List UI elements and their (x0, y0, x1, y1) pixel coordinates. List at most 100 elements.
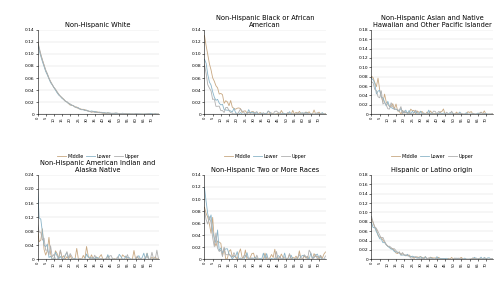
Upper (470, 256, 476, 260)
Upper (202, 63, 207, 67)
Lower (156, 257, 162, 261)
Middle (303, 110, 309, 114)
Middle (311, 252, 317, 255)
Middle (300, 257, 306, 261)
Lower (478, 112, 484, 116)
Lower (303, 111, 309, 114)
Upper (124, 112, 130, 116)
Upper (136, 257, 142, 261)
Upper (303, 255, 309, 258)
Upper (465, 257, 471, 261)
Upper (34, 39, 40, 42)
Lower (130, 112, 136, 116)
Upper (156, 257, 162, 261)
Legend: Middle, Lower, Upper: Middle, Lower, Upper (389, 152, 475, 161)
Upper (44, 248, 51, 252)
Line: Lower: Lower (204, 188, 326, 259)
Lower (156, 112, 162, 116)
Middle (462, 257, 468, 261)
Middle (252, 112, 258, 116)
Lower (126, 112, 132, 116)
Title: Non-Hispanic Two or More Races: Non-Hispanic Two or More Races (211, 167, 319, 173)
Middle (470, 257, 476, 260)
Lower (134, 112, 140, 116)
Line: Upper: Upper (204, 211, 326, 259)
Middle (466, 111, 472, 114)
Legend: Middle, Lower, Upper: Middle, Lower, Upper (55, 297, 141, 298)
Middle (144, 112, 150, 116)
Title: Non-Hispanic Asian and Native
Hawaiian and Other Pacific Islander: Non-Hispanic Asian and Native Hawaiian a… (372, 15, 492, 28)
Line: Lower: Lower (372, 223, 492, 259)
Lower (44, 73, 51, 77)
Middle (34, 40, 40, 43)
Middle (465, 110, 471, 114)
Upper (131, 257, 137, 261)
Lower (298, 255, 304, 258)
Upper (294, 111, 300, 114)
Upper (212, 97, 218, 101)
Lower (294, 112, 300, 116)
Upper (490, 112, 496, 116)
Lower (478, 255, 484, 259)
Upper (462, 257, 468, 261)
Line: Middle: Middle (38, 41, 158, 114)
Middle (470, 112, 476, 116)
Middle (294, 257, 300, 261)
Line: Lower: Lower (38, 186, 158, 259)
Middle (490, 112, 496, 116)
Lower (132, 257, 138, 261)
Title: Non-Hispanic Black or African
American: Non-Hispanic Black or African American (216, 15, 314, 28)
Upper (132, 112, 138, 116)
Title: Non-Hispanic American Indian and
Alaska Native: Non-Hispanic American Indian and Alaska … (40, 160, 156, 173)
Middle (202, 34, 207, 38)
Middle (34, 228, 40, 232)
Lower (202, 186, 207, 190)
Lower (311, 255, 317, 259)
Middle (378, 236, 384, 240)
Middle (322, 112, 328, 115)
Middle (424, 257, 430, 261)
Lower (34, 41, 40, 45)
Line: Lower: Lower (204, 59, 326, 114)
Middle (134, 255, 140, 259)
Legend: Middle, Lower, Upper: Middle, Lower, Upper (55, 152, 141, 161)
Upper (400, 112, 406, 116)
Upper (34, 221, 40, 225)
Middle (490, 257, 496, 260)
Title: Non-Hispanic White: Non-Hispanic White (66, 22, 131, 28)
Upper (132, 257, 138, 261)
Lower (131, 257, 137, 261)
Lower (300, 254, 306, 257)
Lower (236, 112, 242, 116)
Upper (378, 89, 384, 93)
Upper (466, 112, 472, 116)
Lower (311, 112, 317, 116)
Upper (478, 110, 484, 114)
Middle (40, 227, 46, 231)
Middle (156, 112, 162, 116)
Lower (470, 257, 476, 261)
Lower (49, 257, 55, 261)
Line: Upper: Upper (204, 65, 326, 114)
Upper (303, 112, 309, 116)
Lower (322, 112, 328, 116)
Middle (132, 257, 138, 261)
Middle (368, 217, 374, 221)
Lower (34, 184, 40, 188)
Upper (368, 215, 374, 218)
Upper (44, 72, 51, 75)
Legend: Middle, Lower, Upper: Middle, Lower, Upper (389, 297, 475, 298)
Middle (126, 112, 132, 116)
Line: Upper: Upper (372, 82, 492, 114)
Lower (212, 236, 218, 240)
Middle (130, 112, 136, 116)
Middle (478, 110, 484, 114)
Lower (144, 252, 150, 255)
Lower (139, 112, 145, 116)
Middle (368, 74, 374, 78)
Upper (234, 257, 240, 261)
Middle (49, 257, 55, 261)
Lower (490, 112, 496, 116)
Upper (202, 209, 207, 212)
Upper (465, 112, 471, 116)
